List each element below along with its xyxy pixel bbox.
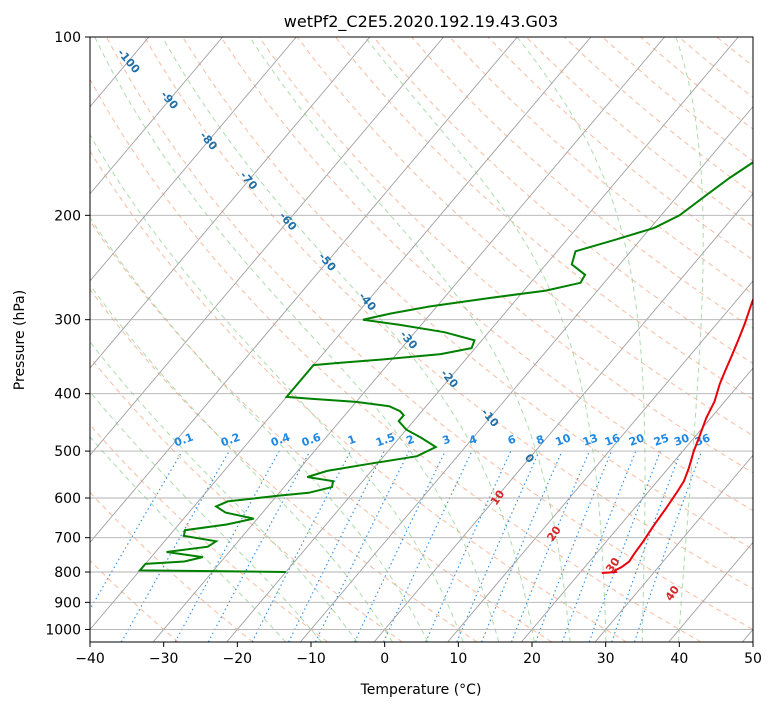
y-tick-label: 100 (54, 30, 81, 46)
x-tick-label: −30 (149, 651, 179, 667)
mixing-ratio-label: 10 (554, 431, 573, 449)
dry-adiabat-line (90, 424, 328, 642)
dry-adiabat-line (90, 78, 702, 642)
dry-adiabat-line (258, 37, 753, 474)
isotherm-line (300, 105, 753, 642)
y-axis: 100 200 300 400 500 600 700 800 900 1000 (45, 30, 90, 638)
x-axis-label: Temperature (°C) (360, 682, 482, 698)
plot-frame (89, 36, 754, 643)
temperature-profile-line (601, 297, 753, 574)
y-tick-label: 400 (54, 387, 81, 403)
mixing-ratio-label: 8 (535, 433, 547, 448)
moist-adiabat-line (516, 37, 646, 642)
y-tick-label: 300 (54, 313, 81, 329)
x-tick-label: 30 (597, 651, 615, 667)
x-tick-label: 40 (670, 651, 688, 667)
mixing-ratio-label: 20 (627, 431, 646, 449)
isotherm-line (521, 367, 753, 642)
dry-adiabat-line (105, 37, 753, 630)
dry-adiabat-line (90, 288, 478, 642)
moist-adiabat-line (161, 37, 535, 642)
y-tick-label: 800 (54, 565, 81, 581)
x-tick-label: 10 (449, 651, 467, 667)
y-tick-label: 900 (54, 595, 81, 611)
x-tick-label: 50 (744, 651, 762, 667)
y-tick-label: 600 (54, 491, 81, 507)
x-tick-label: 20 (523, 651, 541, 667)
mixing-ratio-line (354, 450, 446, 642)
y-tick-label: 200 (54, 208, 81, 224)
moist-adiabat-line (90, 133, 464, 642)
dry-adiabat-line (90, 491, 254, 642)
x-tick-label: −10 (296, 651, 326, 667)
mixing-ratio-label: 1 (346, 433, 358, 448)
mixing-ratio-label: 3 (441, 433, 453, 448)
moist-adiabat-line (90, 341, 358, 642)
isotherm-line (90, 37, 223, 195)
dry-adiabat-line (90, 559, 179, 642)
mixing-ratio-line (174, 450, 280, 642)
mixing-ratio-label: 2 (404, 433, 416, 448)
y-axis-label: Pressure (hPa) (12, 290, 28, 390)
mixing-ratio-label: 13 (581, 431, 600, 448)
dry-adiabat-line (373, 37, 753, 365)
x-tick-label: 0 (380, 651, 389, 667)
isotherm-line (152, 37, 665, 642)
mixing-ratio-line (90, 450, 183, 611)
y-tick-label: 700 (54, 531, 81, 547)
dry-adiabat-line (144, 37, 753, 590)
dry-adiabat-line (90, 220, 552, 642)
mixing-ratio-label: 6 (506, 432, 518, 447)
mixing-ratio-line (535, 450, 613, 642)
y-tick-label: 500 (54, 444, 81, 460)
mixing-ratio-label: 0.4 (269, 430, 292, 449)
x-tick-label: −40 (75, 651, 105, 667)
mixing-ratio-line (561, 450, 637, 642)
mixing-ratio-label: 0.1 (172, 431, 195, 450)
chart-title: wetPf2_C2E5.2020.192.19.43.G03 (284, 12, 558, 32)
isotherm-line (90, 37, 518, 544)
mixing-ratio-label: 25 (652, 431, 671, 448)
isotherm-line (373, 193, 753, 642)
dry-adiabat-line (449, 37, 753, 295)
mixing-ratio-label: 0.6 (300, 430, 323, 449)
moist-adiabat-line (675, 37, 704, 642)
mixing-ratio-label: 16 (603, 431, 622, 449)
isotherm-line (594, 454, 753, 642)
dewpoint-profile-line (137, 161, 753, 573)
x-tick-label: −20 (223, 651, 253, 667)
isotherms (90, 37, 753, 642)
y-tick-label: 1000 (45, 622, 81, 638)
profile-series (137, 161, 753, 574)
isotherm-line (90, 37, 444, 456)
mixing-ratio-line (314, 450, 410, 642)
dry-adiabat-line (296, 37, 753, 437)
mixing-ratio-line (383, 450, 473, 642)
mixing-ratio-label: 4 (467, 432, 479, 447)
isotherm-line (226, 37, 739, 642)
mixing-ratio-label: 30 (672, 431, 691, 449)
dry-adiabat-line (220, 37, 753, 512)
moist-adiabat-line (90, 216, 429, 642)
mixing-ratio-label: 1.5 (374, 431, 397, 450)
x-axis: −40 −30 −20 −10 0 10 20 30 40 50 (75, 642, 762, 667)
moist-adiabat-line (90, 391, 322, 642)
mixing-ratio-label: 0.2 (219, 431, 242, 450)
isotherm-line (90, 37, 297, 282)
mixing-ratio-label: 36 (693, 431, 712, 449)
moist-adiabat-line (90, 284, 393, 642)
isotherm-line (447, 280, 753, 642)
moist-adiabat-line (90, 436, 286, 642)
dry-adiabat-line (90, 150, 627, 642)
isotherm-line (90, 37, 592, 631)
isotherm-line (90, 37, 371, 369)
